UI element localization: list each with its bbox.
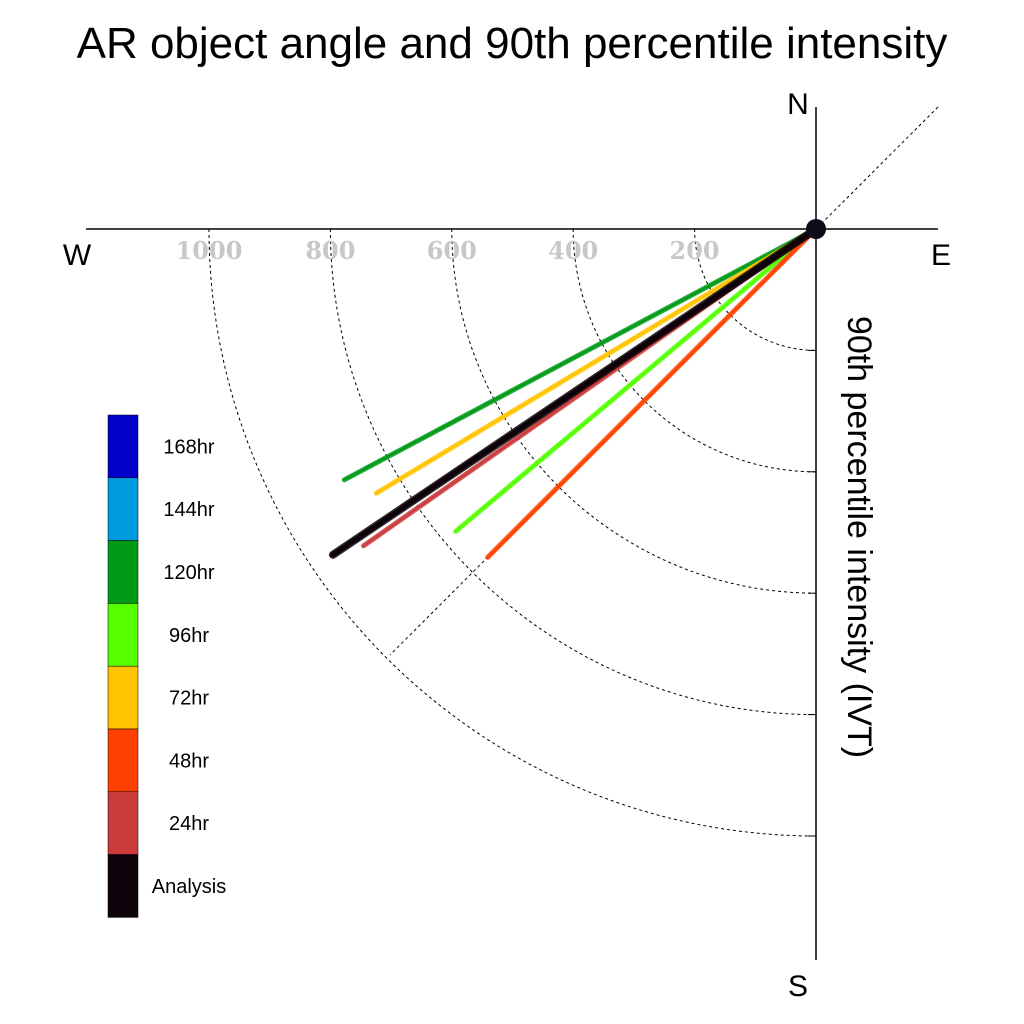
- compass-south: S: [788, 970, 808, 1003]
- legend-label-96hr: 96hr: [169, 625, 209, 647]
- series-core-72hr: [375, 228, 817, 495]
- legend-label-144hr: 144hr: [163, 499, 214, 521]
- r-tick-label-400: 400: [548, 236, 598, 265]
- legend-label-48hr: 48hr: [169, 750, 209, 772]
- grid-arc-200: [694, 228, 817, 351]
- grid-layer: [208, 106, 939, 837]
- axes-layer: [86, 107, 938, 960]
- r-axis-label: 90th percentile intensity (IVT): [840, 316, 878, 758]
- r-tick-label-200: 200: [670, 236, 720, 265]
- series-core-120hr: [343, 228, 817, 481]
- legend-label-24hr: 24hr: [169, 813, 209, 835]
- legend-swatch-120hr: [107, 540, 139, 604]
- legend-swatch-96hr: [107, 603, 139, 667]
- legend-swatch-144hr: [107, 477, 139, 541]
- series-analysis: [328, 225, 820, 559]
- legend-swatch-48hr: [107, 728, 139, 793]
- legend-label-72hr: 72hr: [169, 688, 209, 710]
- series-120hr: [341, 226, 819, 483]
- series-core-96hr: [454, 228, 817, 533]
- compass-north: N: [787, 88, 809, 121]
- legend-label-168hr: 168hr: [163, 436, 214, 458]
- grid-arc-600: [451, 228, 817, 594]
- compass-west: W: [63, 239, 92, 272]
- legend-label-120hr: 120hr: [163, 562, 214, 584]
- legend-swatch-168hr: [107, 414, 139, 479]
- r-tick-label-800: 800: [305, 236, 355, 265]
- grid-arc-800: [329, 228, 817, 716]
- series-48hr: [485, 226, 819, 560]
- r-tick-label-600: 600: [427, 236, 477, 265]
- grid-arc-400: [572, 228, 817, 473]
- series-layer: [328, 225, 820, 560]
- legend-label-analysis: Analysis: [152, 876, 226, 898]
- origin-marker: [806, 219, 826, 239]
- series-core-analysis: [330, 226, 819, 558]
- legend: 168hr 144hr 120hr 96hr 72hr 48hr 24hr Analysis: [107, 414, 226, 918]
- legend-swatch-24hr: [107, 791, 139, 855]
- legend-swatch-72hr: [107, 665, 139, 730]
- chart-title: AR object angle and 90th percentile inte…: [77, 19, 948, 68]
- series-core-48hr: [486, 228, 817, 559]
- tick-labels: 200 400 600 800 1000: [176, 236, 720, 265]
- series-96hr: [453, 226, 819, 534]
- compass-east: E: [931, 239, 951, 272]
- legend-swatch-analysis: [107, 854, 139, 918]
- r-tick-label-1000: 1000: [176, 236, 243, 265]
- series-72hr: [373, 226, 819, 496]
- grid-arc-1000: [208, 228, 817, 837]
